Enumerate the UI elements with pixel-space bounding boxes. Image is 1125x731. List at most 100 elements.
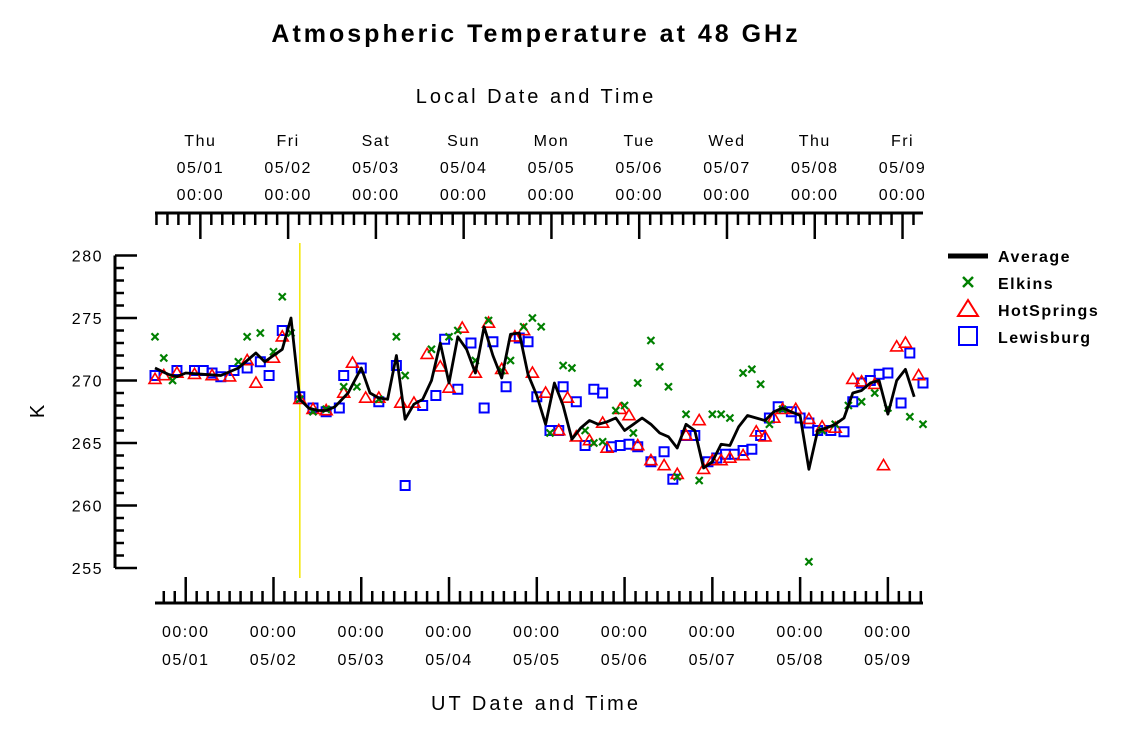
bottom-tick-date: 05/07	[689, 652, 737, 669]
data-point	[623, 438, 635, 450]
data-point	[599, 440, 615, 454]
data-point	[558, 361, 568, 370]
marker-stroke	[256, 328, 265, 338]
marker-stroke	[857, 397, 866, 407]
data-point	[655, 362, 664, 372]
legend-swatch	[956, 298, 980, 317]
top-tick-time: 00:00	[615, 187, 663, 204]
data-point	[713, 452, 729, 466]
data-point	[248, 375, 264, 389]
legend-item-lewisburg: Lewisburg	[958, 326, 1090, 347]
y-tick-label: 280	[72, 249, 103, 266]
data-point	[277, 292, 287, 302]
marker-stroke	[269, 347, 278, 357]
marker-stroke	[708, 409, 717, 419]
bottom-tick-date: 05/02	[250, 652, 298, 669]
legend-item-elkins: Elkins	[962, 276, 1054, 293]
data-point	[882, 367, 894, 379]
data-point	[430, 390, 442, 401]
marker-stroke	[453, 326, 463, 335]
top-tick-day: Tue	[623, 133, 654, 150]
marker-stroke	[672, 472, 682, 482]
marker-stroke	[277, 292, 287, 302]
data-point	[614, 440, 626, 451]
marker-stroke	[747, 364, 757, 374]
bottom-tick-time: 00:00	[425, 624, 473, 641]
data-point	[870, 388, 880, 398]
data-point	[478, 402, 490, 414]
data-point	[551, 422, 567, 436]
data-point	[895, 397, 907, 409]
data-point	[582, 432, 597, 446]
marker-stroke	[611, 406, 621, 415]
bottom-tick-date: 05/03	[337, 652, 385, 669]
marker-stroke	[519, 322, 528, 332]
marker-stroke	[528, 313, 537, 323]
data-point	[918, 419, 928, 429]
marker-stroke	[400, 371, 410, 380]
data-point	[646, 336, 656, 345]
data-point	[522, 336, 534, 348]
data-point	[399, 480, 411, 491]
top-tick-date: 05/03	[352, 160, 400, 177]
series-layer	[147, 292, 929, 567]
data-point	[256, 328, 265, 338]
data-point	[801, 411, 817, 425]
marker-stroke	[725, 413, 735, 423]
data-point	[557, 381, 569, 393]
legend-label: Average	[998, 249, 1071, 266]
marker-stroke	[558, 361, 568, 370]
bottom-tick-date: 05/06	[601, 652, 649, 669]
bottom-tick-time: 00:00	[337, 624, 385, 641]
bottom-tick-date: 05/09	[864, 652, 912, 669]
data-point	[664, 382, 673, 392]
bottom-tick-time: 00:00	[162, 624, 210, 641]
bottom-tick-time: 00:00	[689, 624, 737, 641]
data-point	[704, 452, 720, 466]
data-point	[588, 383, 600, 395]
data-point	[725, 413, 735, 423]
data-point	[567, 363, 577, 373]
marker-stroke	[567, 363, 577, 373]
data-point	[222, 369, 238, 382]
marker-stroke	[234, 357, 243, 367]
data-point	[746, 443, 758, 455]
top-tick-day: Thu	[184, 133, 216, 150]
data-point	[432, 359, 448, 372]
data-point	[500, 381, 512, 393]
data-point	[453, 326, 463, 335]
y-tick-label: 260	[72, 499, 103, 516]
data-point	[598, 437, 607, 447]
data-point	[358, 390, 374, 404]
data-point	[150, 332, 160, 342]
legend-label: HotSprings	[998, 303, 1099, 320]
data-point	[898, 335, 913, 349]
marker-stroke	[159, 353, 169, 363]
data-point	[400, 371, 410, 380]
bottom-tick-time: 00:00	[601, 624, 649, 641]
data-point	[292, 391, 308, 405]
data-point	[857, 397, 866, 407]
data-point	[696, 461, 711, 475]
legend-label: Elkins	[998, 276, 1054, 293]
marker-stroke	[633, 378, 643, 388]
marker-stroke	[339, 382, 348, 392]
data-point	[738, 368, 748, 378]
data-point	[536, 322, 546, 332]
top-tick-date: 05/08	[791, 160, 839, 177]
marker-stroke	[536, 322, 546, 332]
top-tick-day: Wed	[708, 133, 745, 150]
marker-stroke	[580, 426, 590, 435]
marker-stroke	[150, 332, 160, 342]
data-point	[345, 355, 360, 369]
top-tick-date: 05/01	[177, 160, 225, 177]
data-point	[757, 429, 773, 442]
data-point	[597, 387, 609, 399]
data-point	[454, 320, 470, 334]
top-tick-time: 00:00	[703, 187, 751, 204]
data-point	[845, 371, 861, 385]
data-point	[691, 412, 707, 426]
data-point	[681, 409, 691, 419]
bottom-tick-time: 00:00	[250, 624, 298, 641]
marker-stroke	[506, 356, 515, 365]
